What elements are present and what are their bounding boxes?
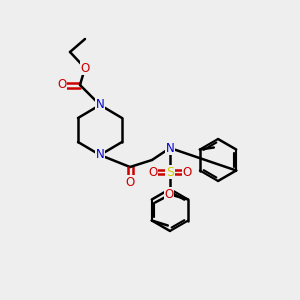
Text: N: N — [96, 98, 104, 112]
Text: S: S — [166, 166, 174, 178]
Text: N: N — [166, 142, 174, 154]
Text: O: O — [57, 79, 67, 92]
Text: O: O — [165, 188, 174, 201]
Text: O: O — [80, 61, 90, 74]
Text: O: O — [182, 166, 192, 178]
Text: O: O — [148, 166, 158, 178]
Text: O: O — [125, 176, 135, 188]
Text: N: N — [96, 148, 104, 161]
